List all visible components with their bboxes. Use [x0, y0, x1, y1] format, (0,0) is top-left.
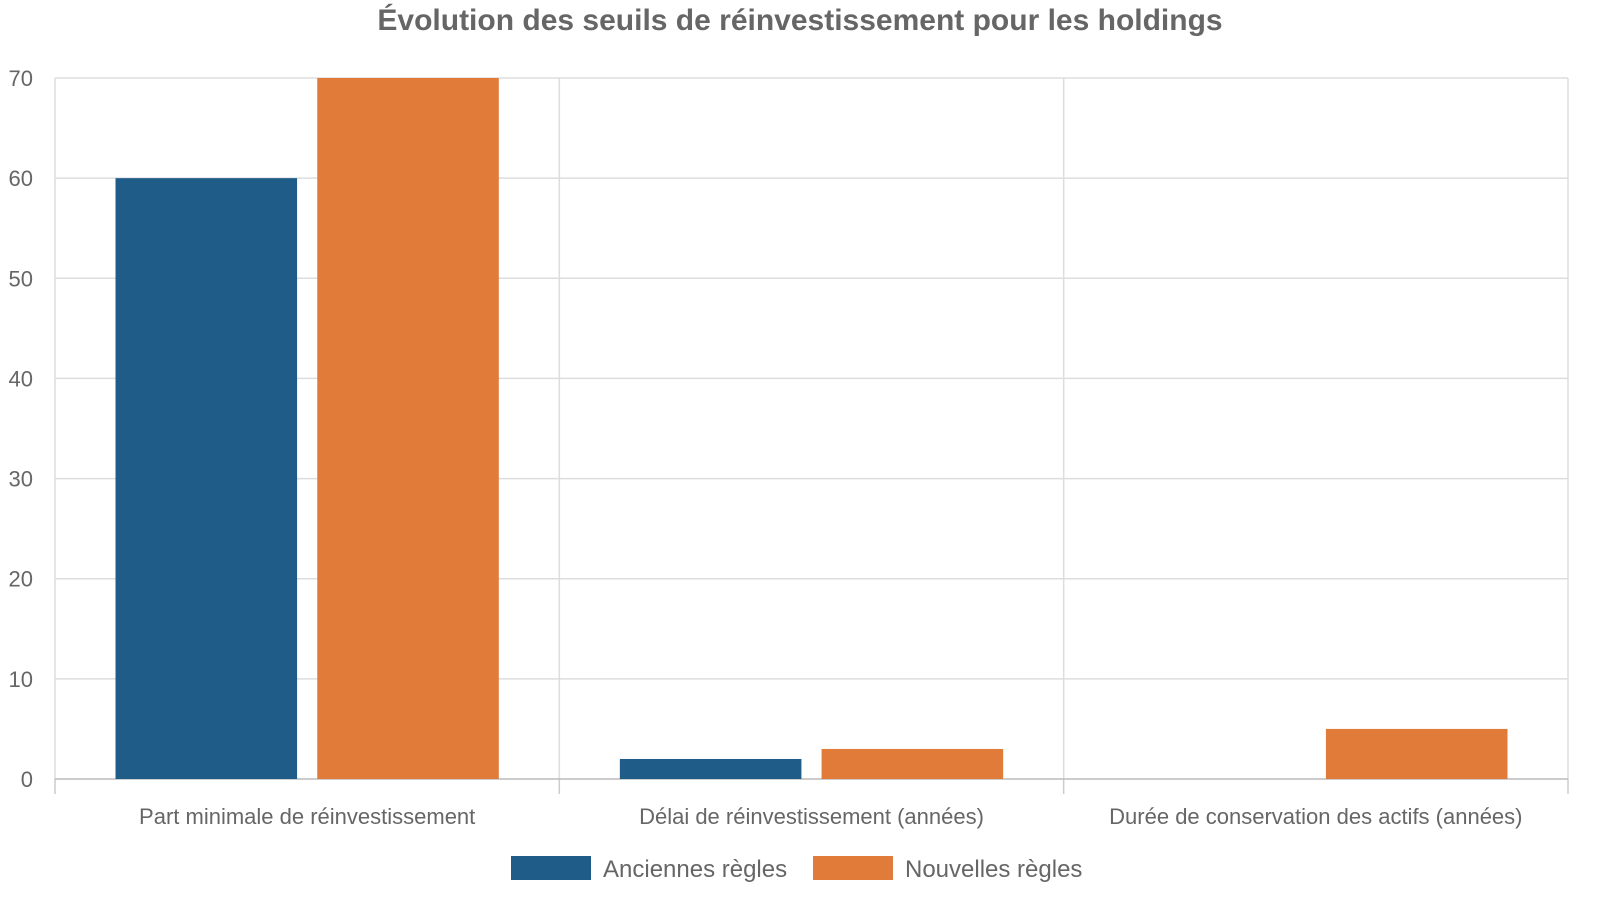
legend: Anciennes règles Nouvelles règles: [511, 856, 1082, 883]
y-tick-label: 70: [9, 66, 33, 91]
y-tick-label: 10: [9, 667, 33, 692]
bar-nouvelles-1: [821, 748, 1004, 779]
bar-anciennes-0: [115, 178, 298, 780]
axis-labels: 0 10 20 30 40 50 60 70 Part minimale de réinvest…: [9, 66, 1523, 829]
legend-label: Nouvelles règles: [905, 856, 1082, 883]
x-tick-label: Part minimale de réinvestissement: [139, 804, 475, 829]
bar-nouvelles-2: [1325, 728, 1508, 779]
y-tick-label: 30: [9, 467, 33, 492]
y-tick-label: 40: [9, 366, 33, 391]
x-tick-label: Durée de conservation des actifs (années…: [1109, 804, 1522, 829]
y-tick-label: 60: [9, 166, 33, 191]
y-tick-label: 20: [9, 567, 33, 592]
bars: [115, 78, 1508, 780]
grid-lines: [54, 77, 1569, 779]
legend-label: Anciennes règles: [603, 856, 787, 883]
legend-swatch: [813, 856, 893, 880]
chart-title: Évolution des seuils de réinvestissement…: [377, 3, 1222, 37]
bar-anciennes-1: [619, 758, 802, 779]
y-tick-label: 0: [21, 767, 33, 792]
bar-nouvelles-0: [317, 78, 499, 779]
axes: [54, 778, 1569, 794]
legend-swatch: [511, 856, 591, 880]
y-tick-label: 50: [9, 266, 33, 291]
x-tick-label: Délai de réinvestissement (années): [639, 804, 984, 829]
